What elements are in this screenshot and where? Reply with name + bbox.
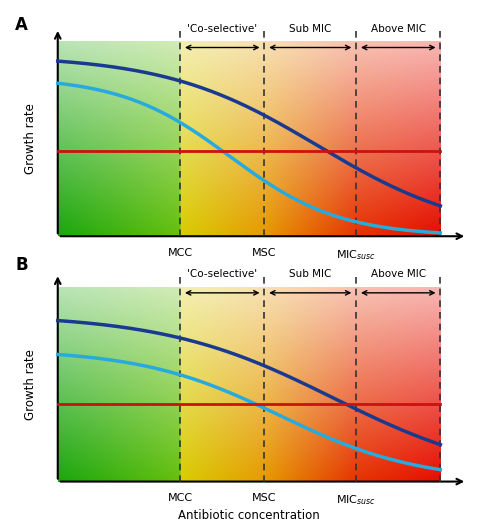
Text: 'Co-selective': 'Co-selective' xyxy=(187,269,258,279)
Text: MIC$_{susc}$: MIC$_{susc}$ xyxy=(336,493,376,507)
Text: B: B xyxy=(15,256,28,274)
Text: MCC: MCC xyxy=(168,248,193,258)
Text: Growth rate: Growth rate xyxy=(25,103,38,174)
Text: Antibiotic concentration: Antibiotic concentration xyxy=(178,509,320,522)
Text: MCC: MCC xyxy=(168,493,193,503)
Text: MSC: MSC xyxy=(252,493,277,503)
Text: A: A xyxy=(15,16,28,33)
Text: Above MIC: Above MIC xyxy=(371,24,426,34)
Text: Sub MIC: Sub MIC xyxy=(289,269,332,279)
Text: MIC$_{susc}$: MIC$_{susc}$ xyxy=(336,248,376,262)
Text: Growth rate: Growth rate xyxy=(25,349,38,420)
Text: 'Co-selective': 'Co-selective' xyxy=(187,24,258,34)
Text: Above MIC: Above MIC xyxy=(371,269,426,279)
Text: Sub MIC: Sub MIC xyxy=(289,24,332,34)
Text: MSC: MSC xyxy=(252,248,277,258)
